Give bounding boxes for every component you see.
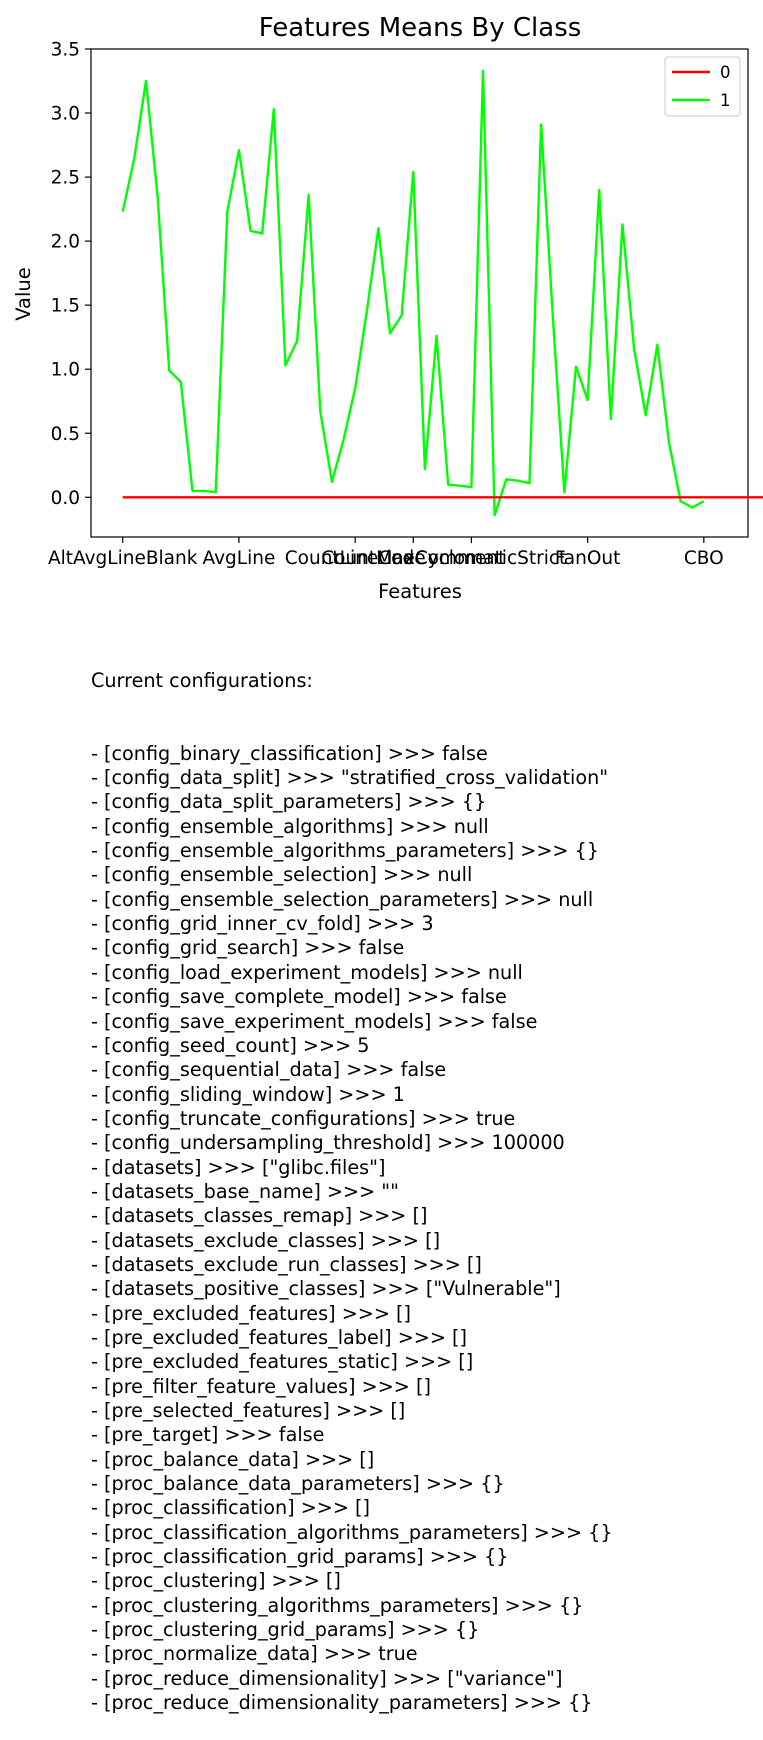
configuration-line: - [proc_clustering] >>> []: [91, 1569, 341, 1593]
configuration-line: - [config_binary_classification] >>> fal…: [91, 741, 488, 765]
configuration-line: - [config_seed_count] >>> 5: [91, 1033, 370, 1057]
legend-label-1: 1: [720, 91, 731, 110]
y-tick-label: 3.5: [51, 40, 80, 61]
x-tick-label: CountLineComment: [321, 548, 505, 569]
configuration-list: Current configurations: - [config_binary…: [91, 620, 613, 1740]
configuration-line: - [config_ensemble_selection_parameters]…: [91, 887, 594, 911]
chart-title: Features Means By Class: [259, 13, 582, 43]
y-tick-label: 1.0: [51, 360, 80, 381]
x-tick-label: FanOut: [555, 548, 621, 569]
x-tick-label: CountLineCode: [285, 548, 426, 569]
configuration-line: - [config_ensemble_algorithms] >>> null: [91, 814, 489, 838]
configuration-line: - [datasets_base_name] >>> "": [91, 1179, 399, 1203]
configuration-line: - [datasets_classes_remap] >>> []: [91, 1204, 428, 1228]
configuration-line: - [proc_clustering_algorithms_parameters…: [91, 1593, 584, 1617]
series-layer: [121, 69, 763, 517]
configuration-line: - [pre_filter_feature_values] >>> []: [91, 1374, 431, 1398]
configuration-line: - [config_grid_search] >>> false: [91, 936, 405, 960]
plot-area: [90, 48, 749, 538]
y-axis: 0.0 0.5 1.0 1.5 2.0 2.5 3.0 3.5: [51, 40, 91, 509]
configuration-line: - [config_ensemble_algorithms_parameters…: [91, 839, 600, 863]
y-tick-label: 0.5: [51, 424, 80, 445]
chart: Features Means By Class 0.0 0.5 1.0 1.5 2.0 2…: [12, 13, 763, 603]
configuration-line: - [pre_excluded_features_static] >>> []: [91, 1350, 474, 1374]
y-tick-label: 2.5: [51, 168, 80, 189]
configuration-line: - [datasets_exclude_run_classes] >>> []: [91, 1252, 482, 1276]
configuration-line: - [proc_balance_data_parameters] >>> {}: [91, 1472, 505, 1496]
y-tick-label: 3.0: [51, 104, 80, 125]
legend-label-0: 0: [720, 63, 731, 82]
series-line-1: [121, 69, 705, 517]
configuration-line: - [pre_excluded_features_label] >>> []: [91, 1325, 467, 1349]
configuration-line: - [config_save_experiment_models] >>> fa…: [91, 1009, 538, 1033]
configuration-line: - [datasets] >>> ["glibc.files"]: [91, 1155, 386, 1179]
configuration-line: - [pre_selected_features] >>> []: [91, 1399, 406, 1422]
configuration-line: - [config_undersampling_threshold] >>> 1…: [91, 1131, 565, 1155]
configuration-line: - [proc_classification] >>> []: [91, 1496, 371, 1520]
configuration-line: - [config_sequential_data] >>> false: [91, 1058, 447, 1082]
configuration-line: - [proc_balance_data] >>> []: [91, 1447, 375, 1471]
configuration-line: - [pre_excluded_features] >>> []: [91, 1301, 411, 1325]
configuration-line: - [pre_target] >>> false: [91, 1423, 325, 1447]
x-axis-label: Features: [378, 580, 462, 603]
configuration-line: - [proc_classification_grid_params] >>> …: [91, 1545, 509, 1569]
configuration-line: - [config_ensemble_selection] >>> null: [91, 863, 473, 887]
x-tick-label: AltAvgLineBlank: [48, 548, 198, 569]
configuration-line: - [config_truncate_configurations] >>> t…: [91, 1106, 516, 1130]
configuration-title: Current configurations:: [91, 668, 313, 692]
legend: 01: [664, 56, 741, 117]
y-tick-label: 2.0: [51, 232, 80, 253]
configuration-line: - [proc_normalize_data] >>> true: [91, 1642, 418, 1666]
configuration-line: - [config_data_split_parameters] >>> {}: [91, 790, 487, 814]
x-tick-label: CBO: [684, 548, 724, 569]
configuration-line: - [proc_classification_algorithms_parame…: [91, 1520, 613, 1544]
configuration-line: - [proc_clustering_grid_params] >>> {}: [91, 1618, 480, 1642]
configuration-lines: - [config_binary_classification] >>> fal…: [91, 742, 613, 1716]
configuration-line: - [config_data_split] >>> "stratified_cr…: [91, 766, 609, 790]
y-axis-label: Value: [12, 267, 35, 321]
configuration-line: - [config_save_complete_model] >>> false: [91, 985, 507, 1009]
configuration-line: - [config_load_experiment_models] >>> nu…: [91, 960, 523, 984]
x-axis: AltAvgLineBlank AvgLine CountLineCodeCount…: [48, 537, 724, 569]
y-tick-label: 0.0: [51, 488, 80, 509]
configuration-line: - [config_sliding_window] >>> 1: [91, 1082, 405, 1106]
configuration-line: - [config_grid_inner_cv_fold] >>> 3: [91, 912, 434, 936]
x-tick-label: AvgLine: [203, 548, 276, 569]
configuration-line: - [datasets_exclude_classes] >>> []: [91, 1228, 441, 1252]
configuration-line: - [datasets_positive_classes] >>> ["Vuln…: [91, 1277, 561, 1301]
y-tick-label: 1.5: [51, 296, 80, 317]
x-tick-label: MaxCyclomaticStrict: [376, 548, 566, 569]
configuration-line: - [proc_reduce_dimensionality_parameters…: [91, 1691, 593, 1715]
configuration-line: - [proc_reduce_dimensionality] >>> ["var…: [91, 1666, 563, 1690]
